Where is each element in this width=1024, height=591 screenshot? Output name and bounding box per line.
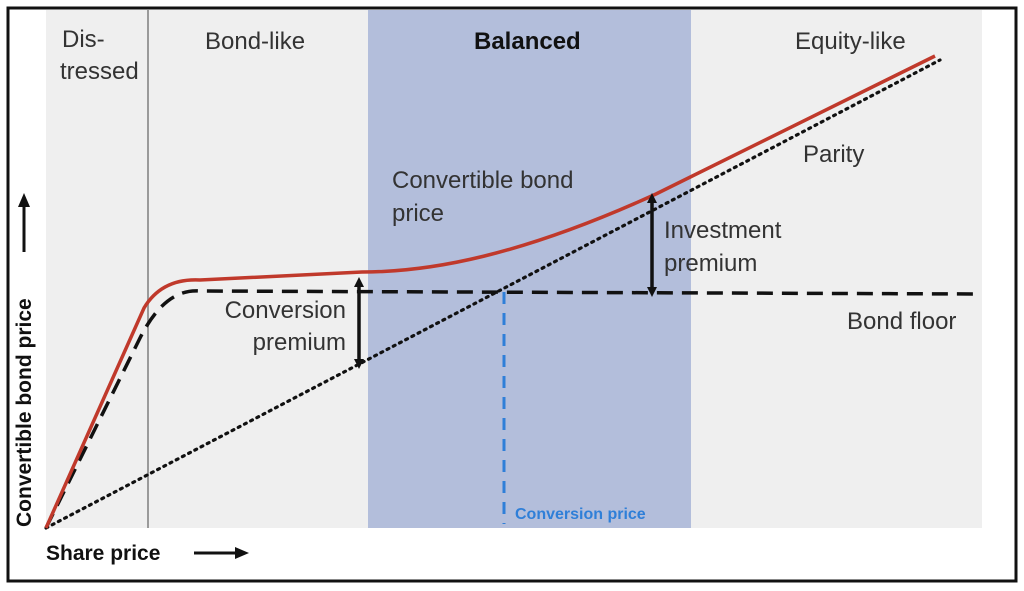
x-axis-label: Share price <box>46 542 160 565</box>
region-distressed-line1: Dis- <box>62 26 105 53</box>
bond-floor-line <box>44 289 976 529</box>
conversion-premium-label-line1: Conversion <box>225 297 346 324</box>
region-distressed-line2: tressed <box>60 58 139 85</box>
convertible-bond-price-label-line2: price <box>392 200 444 227</box>
bond-floor-label: Bond floor <box>847 308 956 335</box>
parity-line <box>44 58 942 530</box>
conversion-premium-label-line2: premium <box>253 329 346 356</box>
investment-premium-label-line1: Investment <box>664 217 782 244</box>
y-axis-label: Convertible bond price <box>13 298 36 527</box>
region-bond-like: Bond-like <box>205 28 305 55</box>
conversion-price-label: Conversion price <box>515 506 646 523</box>
investment-premium-label-line2: premium <box>664 250 757 277</box>
region-equity-like: Equity-like <box>795 28 906 55</box>
convertible-bond-price-label-line1: Convertible bond <box>392 167 573 194</box>
region-balanced: Balanced <box>474 28 581 55</box>
convertible-bond-price-line <box>44 54 936 529</box>
parity-label: Parity <box>803 141 864 168</box>
